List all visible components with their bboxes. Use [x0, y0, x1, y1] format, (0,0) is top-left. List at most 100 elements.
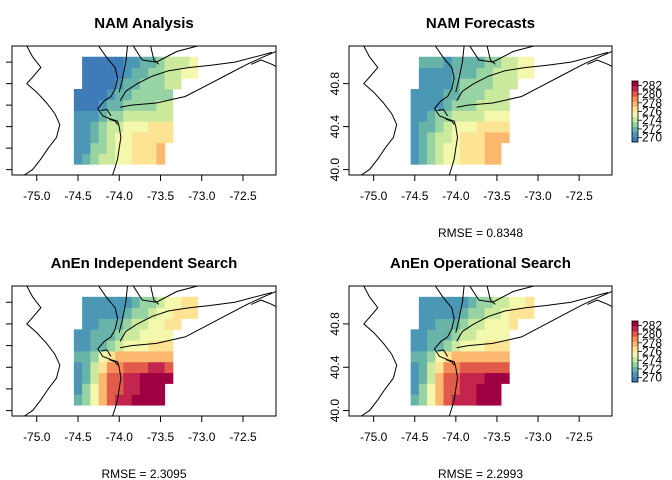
heatmap-cell	[525, 307, 535, 319]
heatmap-cell	[106, 153, 116, 165]
x-tick-label: -73.5	[483, 189, 511, 203]
heatmap-cell	[418, 372, 428, 384]
heatmap-cell	[484, 351, 494, 363]
heatmap-cell	[82, 394, 91, 406]
colorbar-segment	[632, 341, 638, 347]
heatmap-cell	[443, 89, 453, 101]
heatmap-cell	[501, 296, 510, 309]
heatmap-cell	[90, 394, 100, 406]
heatmap-cell	[501, 361, 510, 374]
heatmap-cell	[410, 132, 420, 144]
heatmap-cell	[98, 340, 108, 352]
heatmap-cell	[492, 351, 502, 363]
heatmap-cell	[82, 142, 91, 154]
heatmap-cell	[90, 340, 100, 352]
heatmap-cell	[73, 132, 83, 144]
x-tick-label: -72.5	[229, 430, 257, 444]
heatmap-cell	[451, 99, 461, 111]
heatmap-cell	[468, 351, 477, 363]
heatmap-cell	[451, 296, 461, 309]
heatmap-cell	[435, 318, 444, 330]
heatmap-cell	[115, 67, 124, 79]
heatmap-cell	[131, 132, 141, 144]
heatmap-cell	[73, 340, 83, 352]
heatmap-cell	[148, 372, 157, 384]
heatmap-cell	[476, 78, 486, 90]
panel-title: NAM Forecasts	[426, 15, 535, 32]
coastline-path	[445, 118, 455, 125]
heatmap-cell	[189, 307, 199, 319]
coastline-path	[251, 299, 276, 308]
heatmap-cell	[484, 383, 494, 395]
colorbar-segment	[632, 376, 638, 383]
colorbar-tick-label: 282	[642, 318, 662, 332]
coastline-path	[437, 349, 449, 357]
colorbar-tick-label: 280	[642, 87, 662, 101]
colorbar-tick-label: 274	[642, 353, 662, 367]
y-tick-label: 40.0	[328, 399, 342, 423]
heatmap-cell	[98, 296, 108, 309]
heatmap-cell	[459, 318, 469, 330]
coastline-path	[437, 108, 449, 117]
heatmap-cell	[123, 67, 133, 79]
heatmap-cell	[443, 153, 453, 165]
heatmap-cell	[106, 132, 116, 144]
heatmap-cell	[148, 78, 157, 90]
heatmap-cell	[492, 56, 502, 68]
heatmap-cell	[435, 132, 444, 144]
heatmap-cell	[492, 372, 502, 384]
heatmap-cell	[73, 372, 83, 384]
heatmap-cell	[73, 89, 83, 101]
heatmap-cell	[115, 56, 124, 68]
heatmap-cell	[156, 340, 166, 352]
heatmap-cell	[106, 142, 116, 154]
coastline-path	[119, 292, 273, 342]
colorbar-segment	[632, 336, 638, 342]
heatmap-cell	[156, 78, 166, 90]
colorbar-segment	[632, 326, 638, 332]
heatmap-cell	[123, 110, 133, 122]
plot-frame	[348, 285, 613, 417]
y-tick-label: 40.4	[328, 355, 342, 379]
heatmap-cell	[139, 89, 149, 101]
heatmap-cell	[525, 67, 535, 79]
heatmap-cell	[435, 153, 444, 165]
heatmap-cell	[410, 329, 420, 341]
heatmap-cell	[164, 121, 174, 133]
heatmap-cell	[501, 121, 510, 133]
heatmap-cell	[435, 89, 444, 101]
heatmap-cell	[418, 361, 428, 374]
heatmap-cell	[427, 78, 436, 90]
colorbar-segment	[632, 371, 638, 378]
heatmap-cell	[148, 394, 157, 406]
heatmap-cell	[131, 89, 141, 101]
heatmap-cell	[451, 153, 461, 165]
heatmap-cell	[131, 56, 141, 68]
colorbar-segment	[632, 121, 638, 128]
heatmap-cell	[517, 56, 527, 68]
heatmap-cell	[501, 318, 510, 330]
heatmap-cell	[517, 307, 527, 319]
heatmap-cell	[73, 121, 83, 133]
heatmap-cell	[106, 99, 116, 111]
heatmap-cell	[484, 296, 494, 309]
heatmap-cell	[459, 153, 469, 165]
heatmap-cell	[451, 340, 461, 352]
heatmap-cell	[476, 121, 486, 133]
heatmap-cell	[115, 132, 124, 144]
heatmap-cell	[131, 340, 141, 352]
colorbar-segment	[632, 321, 638, 327]
heatmap-cell	[115, 78, 124, 90]
heatmap-cell	[501, 78, 510, 90]
x-tick-label: -73.5	[483, 430, 511, 444]
heatmap-cell	[492, 383, 502, 395]
heatmap-cell	[476, 340, 486, 352]
coastline-path	[455, 46, 465, 93]
heatmap-cell	[123, 99, 133, 111]
heatmap-cell	[410, 383, 420, 395]
heatmap-cell	[148, 340, 157, 352]
colorbar-tick-label: 270	[642, 371, 662, 385]
colorbar-segment	[632, 106, 638, 112]
heatmap-cell	[189, 296, 199, 309]
heatmap-cell	[181, 307, 190, 319]
